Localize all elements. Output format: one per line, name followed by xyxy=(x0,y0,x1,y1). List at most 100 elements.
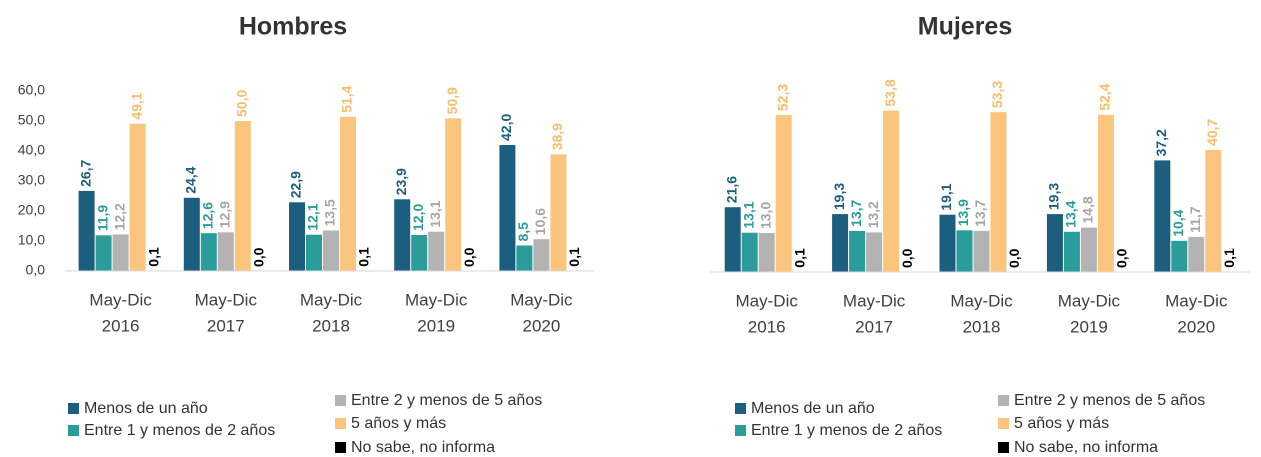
bar xyxy=(129,123,146,271)
data-label: 19,3 xyxy=(1046,183,1062,210)
legend-swatch xyxy=(735,425,746,436)
data-label: 21,6 xyxy=(723,176,739,203)
data-label: 52,4 xyxy=(1097,83,1113,110)
data-label: 13,7 xyxy=(848,199,864,226)
bar xyxy=(306,234,322,271)
bar xyxy=(990,112,1007,272)
bar xyxy=(1154,160,1171,272)
data-label: 10,4 xyxy=(1170,209,1186,236)
legend-label: Entre 1 y menos de 2 años xyxy=(751,422,942,439)
x-tick-label: May-Dic xyxy=(736,291,799,310)
bar xyxy=(1205,149,1222,272)
data-label: 0,1 xyxy=(1221,248,1237,268)
data-label: 13,1 xyxy=(427,200,443,227)
bar xyxy=(550,154,567,271)
bar xyxy=(200,233,217,271)
data-label: 22,9 xyxy=(288,171,304,198)
legend-label: Entre 2 y menos de 5 años xyxy=(351,392,542,409)
x-tick-label: May-Dic xyxy=(300,290,363,309)
chart-title: Hombres xyxy=(239,13,347,41)
data-label: 19,3 xyxy=(831,183,847,210)
data-label: 12,1 xyxy=(305,203,321,230)
bar xyxy=(1188,236,1205,272)
legend-label: Menos de un año xyxy=(751,400,875,417)
bar xyxy=(394,199,411,271)
data-label: 52,3 xyxy=(774,84,790,111)
legend-label: No sabe, no informa xyxy=(351,439,495,456)
y-tick-label: 30,0 xyxy=(18,172,45,188)
data-label: 14,8 xyxy=(1080,196,1096,223)
y-tick-label: 60,0 xyxy=(18,82,45,98)
data-label: 24,4 xyxy=(183,166,199,193)
data-label: 11,7 xyxy=(1187,206,1203,233)
bar xyxy=(1171,240,1188,272)
legend-swatch xyxy=(335,442,346,453)
chart-title: Mujeres xyxy=(918,13,1012,41)
bar xyxy=(533,239,550,271)
data-label: 0,0 xyxy=(251,247,267,267)
x-tick-label: May-Dic xyxy=(950,291,1013,310)
bar xyxy=(832,214,849,272)
bar xyxy=(973,230,990,272)
bar xyxy=(724,207,741,272)
x-tick-label: 2019 xyxy=(417,316,455,335)
bar xyxy=(428,231,445,271)
data-label: 10,6 xyxy=(532,208,548,235)
x-tick-label: May-Dic xyxy=(510,290,573,309)
x-tick-label: 2019 xyxy=(1070,317,1108,336)
legend-swatch xyxy=(998,442,1009,453)
bar xyxy=(95,235,112,271)
data-label: 51,4 xyxy=(339,85,355,112)
data-label: 13,7 xyxy=(972,199,988,226)
bar xyxy=(323,230,339,271)
y-tick-label: 40,0 xyxy=(18,142,45,158)
x-tick-label: 2018 xyxy=(963,317,1001,336)
data-label: 42,0 xyxy=(498,114,514,141)
legend-swatch xyxy=(998,395,1009,406)
legend-swatch xyxy=(335,418,346,429)
data-label: 0,1 xyxy=(356,247,372,267)
x-tick-label: 2017 xyxy=(207,316,245,335)
bar xyxy=(883,110,900,272)
data-label: 8,5 xyxy=(515,222,531,242)
data-label: 12,0 xyxy=(410,204,426,231)
legend-label: Entre 2 y menos de 5 años xyxy=(1014,392,1205,409)
data-label: 50,0 xyxy=(234,90,250,117)
data-label: 13,5 xyxy=(322,199,338,226)
data-label: 13,2 xyxy=(865,201,881,228)
x-tick-label: 2016 xyxy=(748,317,786,336)
bar xyxy=(1046,214,1063,272)
bar xyxy=(340,116,356,271)
data-label: 0,0 xyxy=(461,247,477,267)
bar xyxy=(866,232,883,272)
bar xyxy=(183,197,200,271)
y-tick-label: 20,0 xyxy=(18,202,45,218)
legend-label: Entre 1 y menos de 2 años xyxy=(84,422,275,439)
bar xyxy=(516,245,533,271)
bar xyxy=(112,234,129,271)
data-label: 13,9 xyxy=(955,199,971,226)
data-label: 0,0 xyxy=(899,248,915,268)
bar xyxy=(445,118,462,271)
legend-swatch xyxy=(735,403,746,414)
bar xyxy=(741,232,758,272)
data-label: 23,9 xyxy=(393,168,409,195)
bar xyxy=(939,214,956,272)
data-label: 0,0 xyxy=(1006,248,1022,268)
x-tick-label: May-Dic xyxy=(1058,291,1121,310)
bar xyxy=(1063,231,1080,272)
data-label: 13,4 xyxy=(1063,200,1079,227)
x-tick-label: May-Dic xyxy=(405,290,468,309)
data-label: 53,3 xyxy=(989,81,1005,108)
bar xyxy=(775,115,792,272)
bar xyxy=(849,230,866,272)
data-label: 49,1 xyxy=(128,92,144,119)
y-tick-label: 0,0 xyxy=(26,262,46,278)
x-tick-label: 2020 xyxy=(1177,317,1215,336)
data-label: 50,9 xyxy=(444,87,460,114)
legend-label: No sabe, no informa xyxy=(1014,439,1158,456)
x-tick-label: 2016 xyxy=(102,316,140,335)
bar xyxy=(1080,227,1097,272)
y-tick-label: 10,0 xyxy=(18,232,45,248)
